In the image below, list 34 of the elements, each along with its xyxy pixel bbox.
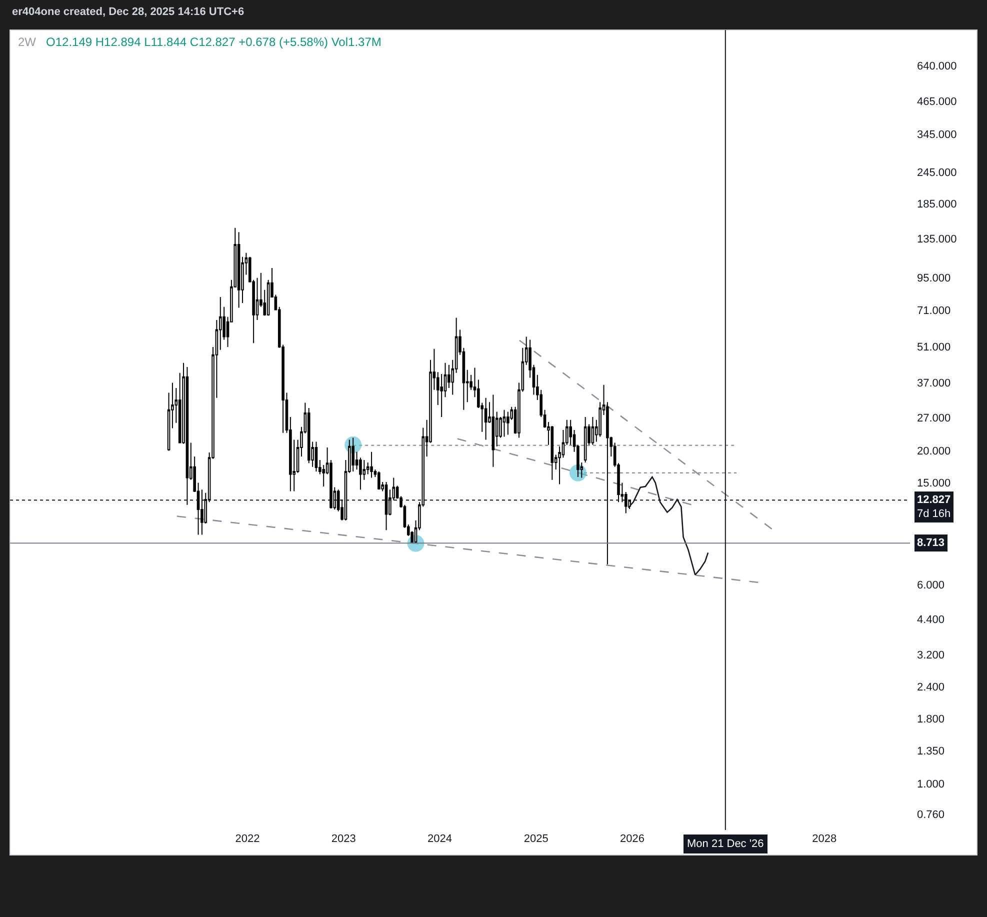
x-tick-label: 2024 bbox=[427, 833, 452, 845]
y-tick-label: 37.000 bbox=[917, 377, 951, 390]
y-tick-label: 71.000 bbox=[917, 304, 951, 317]
y-tick-label: 95.000 bbox=[917, 272, 951, 284]
y-tick-label: 465.000 bbox=[917, 96, 957, 108]
y-tick-label: 135.000 bbox=[917, 233, 957, 246]
ref-line-label: Mon 21 Dec '26 bbox=[687, 838, 764, 850]
y-tick-label: 27.000 bbox=[917, 412, 951, 424]
x-tick-label: 2026 bbox=[620, 833, 644, 845]
y-tick-label: 1.350 bbox=[917, 745, 945, 758]
ref-line-label: 12.827 bbox=[917, 494, 951, 506]
x-tick-label: 2025 bbox=[524, 833, 548, 845]
y-tick-label: 245.000 bbox=[917, 167, 957, 180]
y-tick-label: 640.000 bbox=[917, 60, 957, 72]
x-tick-label: 2022 bbox=[235, 833, 260, 845]
y-tick-label: 15.000 bbox=[917, 478, 951, 490]
ref-line-label: 8.713 bbox=[917, 537, 945, 549]
x-tick-label: 2023 bbox=[331, 833, 356, 845]
y-tick-label: 1.800 bbox=[917, 713, 945, 726]
text: 7d 16h bbox=[917, 508, 951, 520]
y-tick-label: 51.000 bbox=[917, 342, 951, 354]
y-tick-label: 345.000 bbox=[917, 129, 957, 142]
text: er404one created, Dec 28, 2025 14:16 UTC+6 bbox=[12, 6, 244, 18]
y-tick-label: 20.000 bbox=[917, 446, 951, 458]
y-tick-label: 185.000 bbox=[917, 198, 957, 210]
y-tick-label: 1.000 bbox=[917, 778, 945, 791]
y-tick-label: 0.760 bbox=[917, 809, 945, 822]
text: 2W bbox=[18, 35, 36, 50]
x-tick-label: 2028 bbox=[812, 833, 837, 845]
y-tick-label: 6.000 bbox=[917, 579, 945, 592]
text: O12.149 H12.894 L11.844 C12.827 +0.678 (+5.58%) Vol1.37M bbox=[46, 35, 382, 50]
y-tick-label: 2.400 bbox=[917, 681, 945, 694]
y-tick-label: 3.200 bbox=[917, 649, 945, 662]
y-tick-label: 4.400 bbox=[917, 614, 945, 626]
